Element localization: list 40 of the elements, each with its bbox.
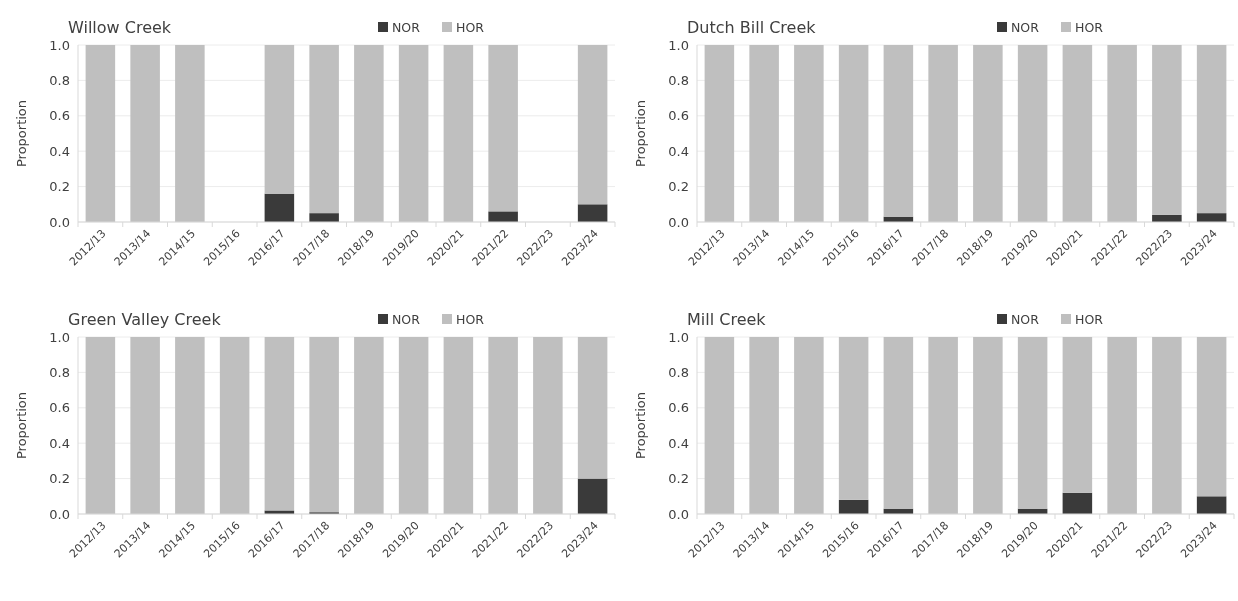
y-tick-label: 1.0 (49, 37, 70, 53)
y-tick-label: 0.0 (668, 506, 689, 522)
y-tick-label: 1.0 (668, 37, 689, 53)
y-tick-label: 0.6 (668, 108, 689, 124)
y-tick-label: 0.8 (668, 364, 689, 380)
y-tick-label: 0.8 (668, 72, 689, 88)
y-tick-label: 0.2 (668, 179, 689, 195)
y-tick-label: 0.8 (49, 72, 70, 88)
y-tick-label: 0.6 (49, 400, 70, 416)
legend-label: HOR (456, 19, 485, 35)
y-tick-label: 1.0 (668, 329, 689, 345)
y-tick-label: 0.4 (49, 435, 70, 451)
legend-label: NOR (1011, 311, 1040, 327)
y-tick-label: 0.4 (49, 143, 70, 159)
y-tick-label: 0.2 (49, 471, 70, 487)
y-tick-label: 0.4 (668, 435, 689, 451)
chart-title: Mill Creek (687, 310, 767, 329)
y-axis-title: Proportion (633, 99, 648, 168)
y-axis-title: Proportion (633, 391, 648, 460)
y-tick-label: 0.0 (49, 214, 70, 230)
legend-label: HOR (456, 311, 485, 327)
y-tick-label: 0.8 (49, 364, 70, 380)
legend-label: NOR (1011, 19, 1040, 35)
legend-label: HOR (1075, 311, 1104, 327)
y-tick-label: 0.2 (49, 179, 70, 195)
y-axis-title: Proportion (14, 391, 29, 460)
legend-label: HOR (1075, 19, 1104, 35)
y-tick-label: 0.0 (668, 214, 689, 230)
chart-title: Dutch Bill Creek (687, 18, 817, 37)
chart-title: Green Valley Creek (68, 310, 222, 329)
y-tick-label: 0.6 (49, 108, 70, 124)
legend-label: NOR (392, 19, 421, 35)
y-tick-label: 1.0 (49, 329, 70, 345)
y-tick-label: 0.4 (668, 143, 689, 159)
y-tick-label: 0.2 (668, 471, 689, 487)
y-tick-label: 0.6 (668, 400, 689, 416)
chart-title: Willow Creek (68, 18, 172, 37)
legend-label: NOR (392, 311, 421, 327)
y-axis-title: Proportion (14, 99, 29, 168)
y-tick-label: 0.0 (49, 506, 70, 522)
